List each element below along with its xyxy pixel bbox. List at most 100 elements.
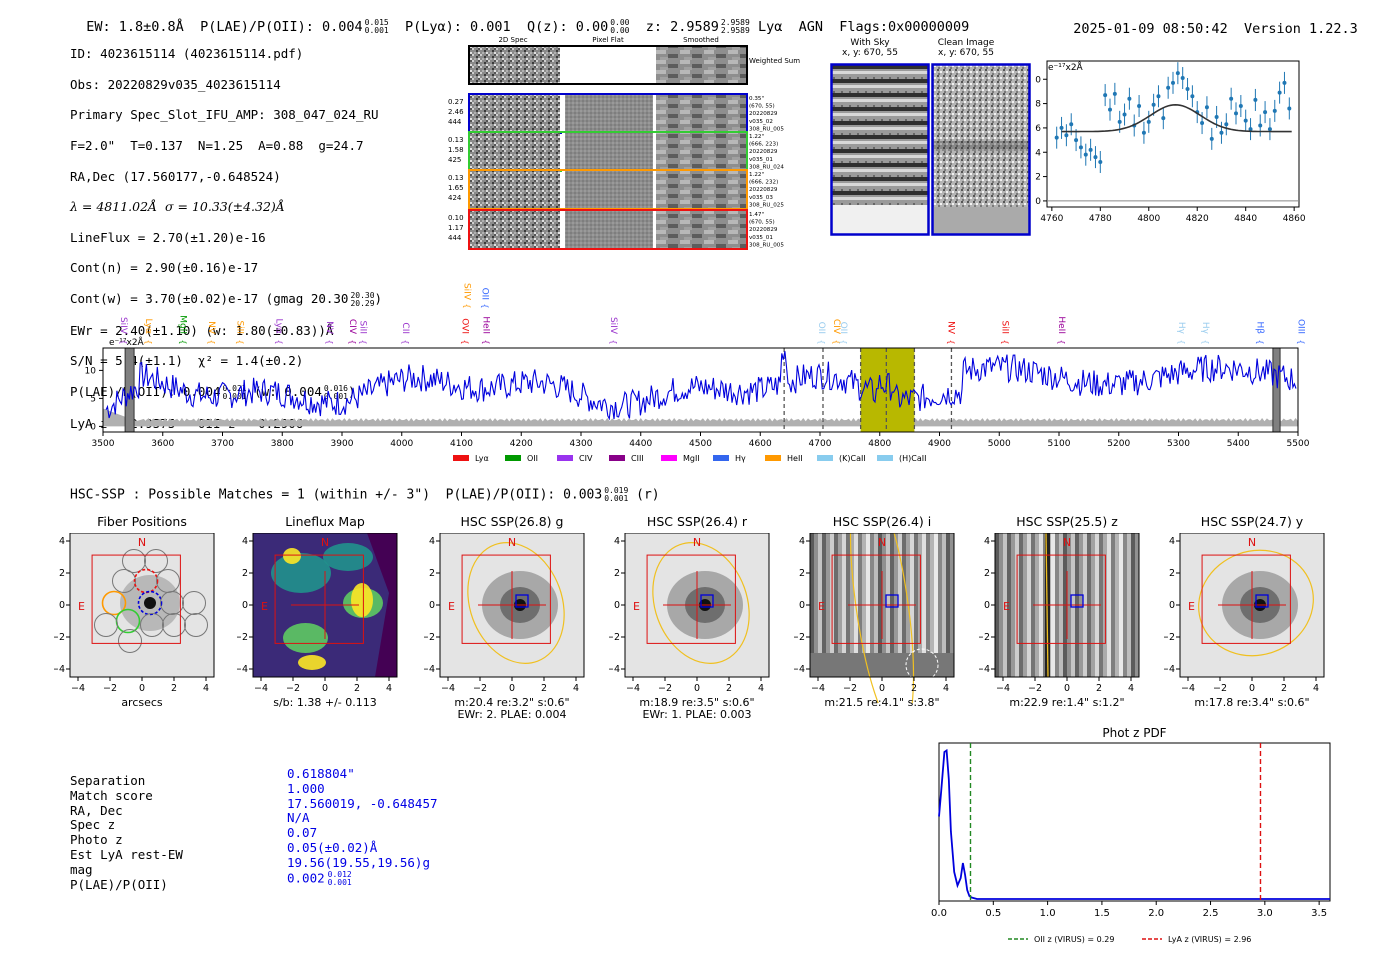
hsc-xtick-label: −2 [1028, 683, 1042, 694]
hsc-aperture-ellipse [1198, 549, 1314, 657]
lineflux-edge [367, 533, 397, 677]
fit-data-point [1083, 152, 1088, 157]
fiber-circle [144, 549, 168, 573]
photz-title: Phot z PDF [1102, 726, 1166, 740]
header-datetime: 2025-01-09 08:50:42 [1073, 21, 1228, 37]
spectrum-upper-bracket: { [463, 303, 472, 308]
fit-data-point [1088, 147, 1093, 152]
cutout-row-right-value: (670, 55) [749, 220, 775, 226]
info-contw: Cont(w) = 3.70(±0.02)e-17 (gmag 20.30 [70, 291, 349, 307]
weighted-sum-label: Weighted Sum [749, 57, 800, 65]
spectrum-upper-bracket: { [480, 303, 489, 308]
spectrum-line-bracket: { [144, 339, 153, 344]
spectrum-xtick-label: 4600 [749, 439, 772, 449]
hsc-xtick-label: 0 [694, 683, 700, 694]
cutout-row-left-value: 444 [448, 118, 462, 126]
spectrum-line-label: NV [206, 321, 216, 335]
fit-data-point [1112, 91, 1117, 96]
cutout-row-left-value: 425 [448, 156, 461, 164]
cutout-pixelflat [562, 211, 654, 248]
spectrum-ylabel: e⁻¹⁷x2Å [109, 336, 145, 348]
fit-data-point [1272, 108, 1277, 113]
spectrum-line-bracket: { [207, 339, 216, 344]
hsc-north-marker: N [878, 536, 886, 549]
cutout-row-right-value: 20220829 [749, 111, 778, 117]
hsc-ytick-label: 4 [429, 536, 435, 547]
cutout-row-right-value: 20220829 [749, 187, 778, 193]
hsc-ytick-label: −4 [424, 664, 435, 675]
spectrum-legend-swatch [661, 455, 677, 461]
fit-data-point [1059, 125, 1064, 130]
spectrum-line-label: SiII [999, 320, 1009, 334]
spectrum-line-bracket: { [461, 339, 470, 344]
clean-image-xy: x, y: 670, 55 [938, 48, 994, 58]
hsc-stripe [1011, 533, 1016, 677]
cutout-row-right-value: 20220829 [749, 227, 778, 233]
hsc-xtick-label: −4 [996, 683, 1010, 694]
header-z-lo: 2.9589 [720, 26, 750, 35]
photz-xtick-label: 0.5 [985, 908, 1001, 919]
spectrum-legend-label: HeII [787, 454, 803, 463]
fiber-circle [133, 568, 159, 594]
spectrum-line-label: Lyα [143, 319, 153, 335]
header-plae-hi: 0.015 [364, 18, 389, 27]
info-plae-hi: 0.021 [222, 383, 247, 393]
hsc-east-marker: E [1188, 600, 1195, 613]
hsc-stripe [1003, 533, 1008, 677]
match-value: 0.07 [287, 825, 438, 841]
fit-data-point [1151, 102, 1156, 107]
match-value-text: 0.05(±0.02)Å [287, 839, 378, 855]
hsc-ytick-label: −2 [54, 632, 65, 643]
spectrum-xtick-label: 5500 [1287, 439, 1310, 449]
spectrum-line-label: SiIV [118, 317, 128, 335]
cutout-row-left-value: 444 [448, 234, 462, 242]
hsc-panel-image: N E −4 −4 −2 −2 0 0 2 2 4 4 [237, 533, 398, 694]
fit-ytick-label: 0 [1035, 197, 1041, 207]
fit-ytick-label: 4 [1035, 148, 1041, 158]
hsc-ytick-label: −2 [794, 632, 805, 643]
match-value: N/A [287, 810, 438, 826]
hsc-stripe [818, 533, 823, 677]
fit-ytick-label: 6 [1035, 124, 1041, 134]
cutout-row-left-value: 0.13 [448, 174, 464, 182]
hsc-panel-caption: m:21.5 re:4.1" s:3.8" [790, 697, 974, 709]
fit-data-point [1248, 127, 1253, 132]
cutout-row-right-value: (670, 55) [749, 104, 775, 110]
match-value-text: 19.56(19.55,19.56)g [287, 854, 430, 870]
spectrum-legend-swatch [817, 455, 833, 461]
fit-data-point [1180, 76, 1185, 81]
hsc-ytick-label: −4 [237, 664, 248, 675]
hsc-panel-title: HSC SSP(25.5) z [1016, 514, 1118, 529]
hsc-panel-image: N E −4 −4 −2 −2 0 0 2 2 4 4 [54, 533, 215, 694]
hsc-stripe [922, 533, 927, 677]
hsc-east-marker: E [448, 600, 455, 613]
cutout-2dspec [470, 211, 560, 248]
hsc-ytick-label: 0 [242, 600, 248, 611]
spectrum-line-label: OII [816, 322, 826, 334]
match-label: RA, Dec [70, 802, 123, 818]
fit-data-point [1209, 136, 1214, 141]
hsc-xtick-label: −4 [626, 683, 640, 694]
hsc-summary-hi: 0.019 [604, 486, 629, 495]
match-labels: Separation Match score RA, Dec Spec z Photo … [70, 773, 183, 892]
spectrum-xtick-label: 5200 [1107, 439, 1130, 449]
hsc-xtick-label: −4 [441, 683, 455, 694]
hsc-east-marker: E [261, 600, 268, 613]
spectrum-line-bracket: { [609, 339, 618, 344]
hsc-xtick-label: −4 [71, 683, 85, 694]
match-label: Photo z [70, 832, 123, 848]
spectrum-line-bracket: { [179, 339, 188, 344]
cutout-row-left-value: 0.13 [448, 136, 464, 144]
cutout-row-left-value: 0.10 [448, 214, 464, 222]
hsc-north-marker: N [693, 536, 701, 549]
cutout-smoothed [656, 95, 746, 132]
fit-data-point [1074, 138, 1079, 143]
match-label: Spec z [70, 817, 116, 833]
hsc-ytick-label: 2 [242, 568, 248, 579]
cutout-row-right-value: 308_RU_005 [749, 126, 784, 132]
hsc-xtick-label: −2 [658, 683, 672, 694]
fit-xtick-label: 4760 [1040, 214, 1063, 224]
cutout-row-right-value: 20220829 [749, 149, 778, 155]
hsc-summary-lo: 0.001 [604, 494, 629, 503]
fit-ytick-label: 2 [1035, 173, 1041, 183]
